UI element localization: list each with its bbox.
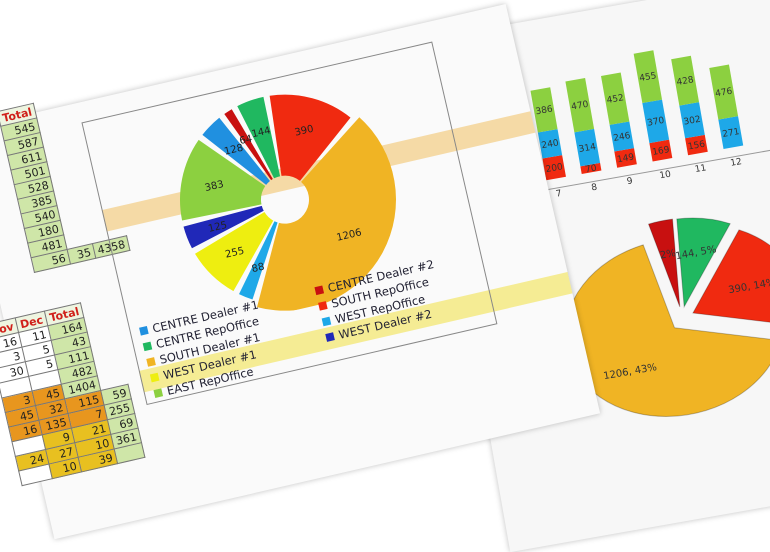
- bar-data-label: 200: [545, 162, 564, 175]
- x-tick-label: 9: [626, 176, 634, 187]
- pie-slice: [237, 96, 281, 179]
- x-tick-label: 7: [555, 189, 562, 200]
- bar-data-label: 271: [722, 127, 741, 140]
- pie-data-label: 144: [251, 125, 272, 140]
- pie-data-label: 390: [294, 124, 315, 139]
- pie-slice: [180, 139, 266, 221]
- bar-data-label: 149: [616, 152, 635, 165]
- bar-data-label: 370: [647, 116, 666, 129]
- x-tick-label: 8: [591, 183, 599, 194]
- bar-segment: [565, 77, 595, 133]
- bar-data-label: 428: [676, 75, 695, 88]
- bar-segment: [718, 116, 744, 149]
- bar-segment: [530, 87, 558, 133]
- pie-slice: [224, 109, 273, 181]
- legend-swatch-icon: [318, 301, 328, 311]
- pie-slice: [195, 212, 274, 292]
- left-paper: Total 545 587 611 501 528 385 540 180 481 56 35 4358…: [0, 4, 601, 540]
- pie-data-label: 255: [224, 246, 245, 261]
- bar-segment: [642, 99, 670, 144]
- bar-segment: [614, 148, 637, 168]
- bar-data-label: 386: [535, 104, 554, 117]
- bar-data-label: 455: [639, 71, 658, 84]
- bar-data-label: 470: [571, 100, 590, 113]
- bar-data-label: 246: [613, 131, 632, 144]
- bar-data-label: 156: [687, 140, 706, 153]
- legend-swatch-icon: [139, 325, 149, 336]
- donut-chart-frame: 390 1206 88 255 125 383 128 64 144: [81, 41, 498, 406]
- bar-data-label: 476: [714, 87, 733, 100]
- legend-swatch-icon: [142, 341, 153, 352]
- pie-data-label: 125: [207, 220, 228, 235]
- legend-swatch-icon: [146, 357, 156, 367]
- pie3d-data-label: 2%: [659, 248, 677, 262]
- bar-segment: [649, 139, 673, 162]
- table-cell: 35: [67, 243, 96, 265]
- pie3d-slice: [676, 217, 731, 309]
- pie-data-label: 88: [251, 262, 266, 276]
- pie3d-slice: [564, 244, 770, 417]
- pie3d-slice: [692, 229, 770, 327]
- pie-slice: [257, 117, 396, 311]
- pie-slice: [269, 94, 351, 181]
- bar-segment: [685, 134, 708, 156]
- data-table-bottom: Nov Dec Total 16 11 164 3 5 43 30 5 111 482 3 45 1404 45…: [0, 296, 146, 486]
- bar-data-label: 240: [541, 138, 560, 151]
- legend-swatch-icon: [321, 316, 332, 327]
- pie-data-label: 64: [239, 133, 254, 147]
- x-tick-label: 10: [659, 170, 672, 182]
- x-tick-label: 11: [694, 163, 707, 175]
- bar-segment: [580, 162, 602, 174]
- bar-segment: [633, 50, 663, 104]
- pie-slice: [202, 117, 270, 185]
- legend-swatch-icon: [149, 372, 160, 383]
- bar-segment: [709, 64, 739, 120]
- bar-data-label: 314: [578, 142, 597, 155]
- bar-data-label: 302: [683, 115, 702, 128]
- bar-segment: [600, 72, 630, 125]
- bar-segment: [574, 128, 601, 167]
- bar-data-label: 169: [652, 145, 671, 158]
- legend-swatch-icon: [153, 388, 164, 398]
- x-tick-label: 12: [730, 157, 743, 169]
- bar-segment: [537, 129, 563, 159]
- pie-chart-3d: 2%144, 5%390, 14%1206, 43%: [564, 217, 770, 417]
- pie3d-slice: [647, 218, 681, 308]
- legend-swatch-icon: [314, 285, 325, 296]
- bar-data-label: 452: [606, 93, 625, 106]
- bar-segment: [542, 155, 566, 181]
- pie-slice: [239, 221, 278, 300]
- bar-segment: [671, 55, 700, 106]
- bar-segment: [609, 121, 635, 152]
- pie-data-label: 128: [223, 143, 244, 158]
- pie-data-label: 383: [204, 179, 225, 194]
- legend-swatch-icon: [325, 332, 335, 342]
- pie-slice: [183, 205, 264, 249]
- bar-data-label: 70: [585, 163, 598, 175]
- bar-segment: [679, 102, 705, 139]
